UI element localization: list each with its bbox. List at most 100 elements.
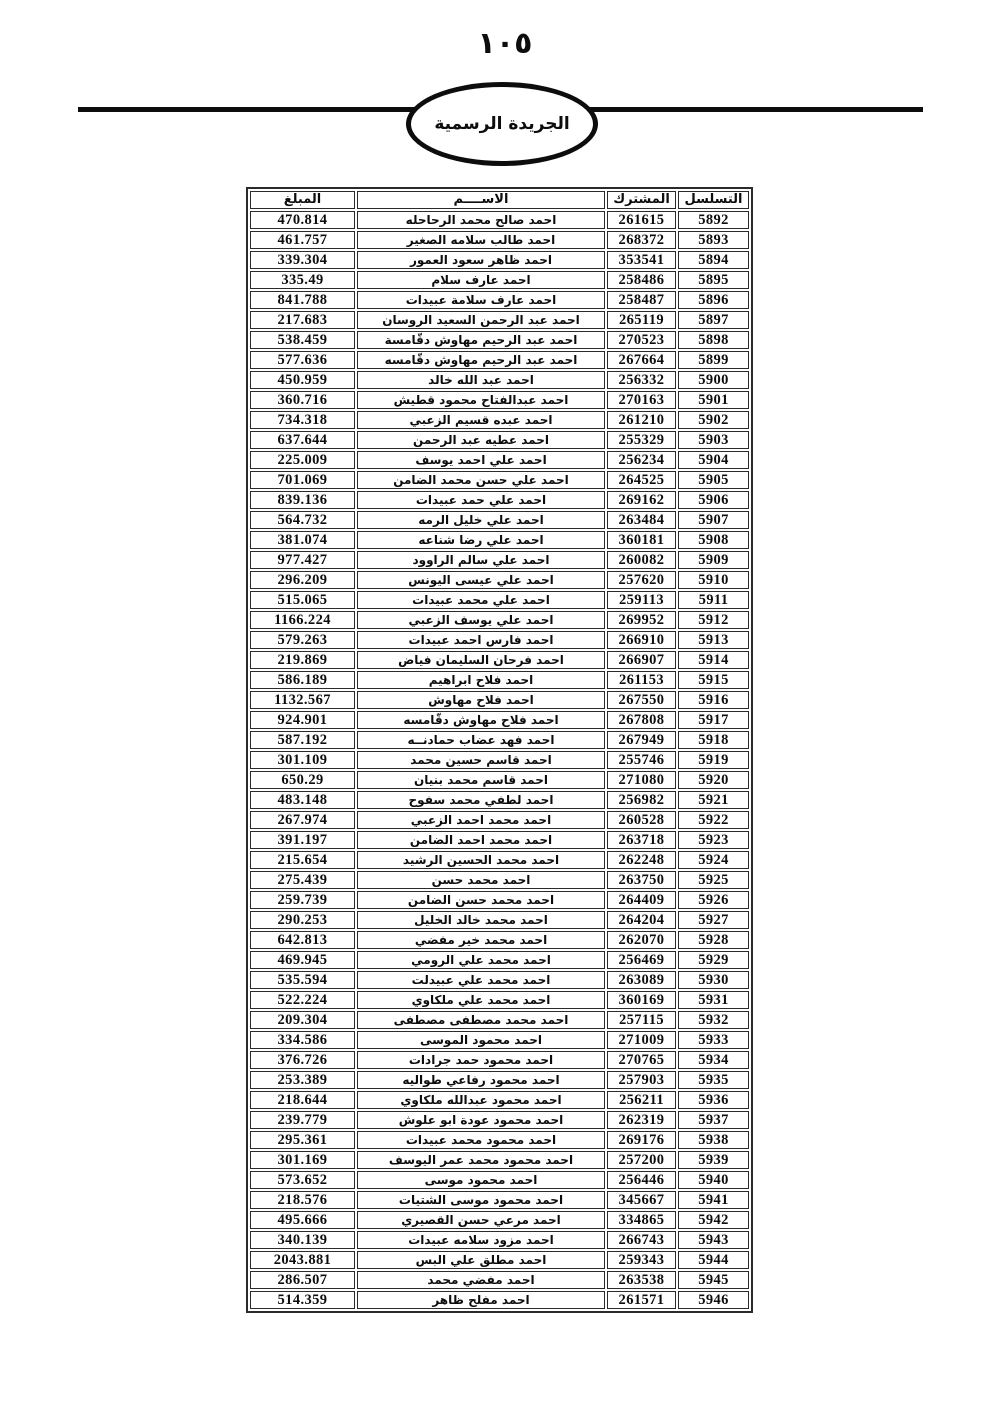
amount-cell: 573.652 (250, 1171, 355, 1189)
subscriber-cell: 266907 (607, 651, 676, 669)
serial-cell: 5945 (678, 1271, 749, 1289)
subscriber-cell: 264204 (607, 911, 676, 929)
amount-cell: 586.189 (250, 671, 355, 689)
amount-cell: 535.594 (250, 971, 355, 989)
amount-cell: 381.074 (250, 531, 355, 549)
subscriber-cell: 267808 (607, 711, 676, 729)
table-row: 5922 260528 احمد محمد احمد الزعبي 267.974 (250, 811, 749, 829)
table-row: 5900 256332 احمد عبد الله خالد 450.959 (250, 371, 749, 389)
table-row: 5911 259113 احمد علي محمد عبيدات 515.065 (250, 591, 749, 609)
amount-cell: 469.945 (250, 951, 355, 969)
amount-cell: 461.757 (250, 231, 355, 249)
name-cell: احمد مفضي محمد (357, 1271, 605, 1289)
amount-cell: 225.009 (250, 451, 355, 469)
serial-cell: 5925 (678, 871, 749, 889)
name-cell: احمد مزود سلامه عبيدات (357, 1231, 605, 1249)
name-cell: احمد محمود حمد جرادات (357, 1051, 605, 1069)
subscriber-cell: 267664 (607, 351, 676, 369)
serial-cell: 5926 (678, 891, 749, 909)
table-row: 5931 360169 احمد محمد علي ملكاوي 522.224 (250, 991, 749, 1009)
subscriber-cell: 264525 (607, 471, 676, 489)
subscriber-cell: 269176 (607, 1131, 676, 1149)
table-row: 5940 256446 احمد محمود موسى 573.652 (250, 1171, 749, 1189)
table-row: 5914 266907 احمد فرحان السليمان فياض 219.86… (250, 651, 749, 669)
table-row: 5926 264409 احمد محمد حسن الضامن 259.739 (250, 891, 749, 909)
name-cell: احمد محمد علي الرومي (357, 951, 605, 969)
amount-cell: 1132.567 (250, 691, 355, 709)
name-cell: احمد علي محمد عبيدات (357, 591, 605, 609)
subscriber-cell: 266743 (607, 1231, 676, 1249)
amount-cell: 295.361 (250, 1131, 355, 1149)
table-row: 5930 263089 احمد محمد علي عبيدلت 535.594 (250, 971, 749, 989)
table-row: 5893 268372 احمد طالب سلامه الصغير 461.757 (250, 231, 749, 249)
table-row: 5920 271080 احمد قاسم محمد بنيان 650.29 (250, 771, 749, 789)
serial-cell: 5910 (678, 571, 749, 589)
subscriber-cell: 262248 (607, 851, 676, 869)
amount-cell: 391.197 (250, 831, 355, 849)
name-cell: احمد محمود محمد عبيدات (357, 1131, 605, 1149)
serial-cell: 5931 (678, 991, 749, 1009)
amount-cell: 701.069 (250, 471, 355, 489)
table-row: 5927 264204 احمد محمد خالد الخليل 290.253 (250, 911, 749, 929)
amount-cell: 209.304 (250, 1011, 355, 1029)
name-cell: احمد علي حسن محمد الضامن (357, 471, 605, 489)
subscriber-cell: 263750 (607, 871, 676, 889)
subscriber-cell: 256446 (607, 1171, 676, 1189)
subscriber-cell: 265119 (607, 311, 676, 329)
serial-cell: 5929 (678, 951, 749, 969)
table-row: 5913 266910 احمد فارس احمد عبيدات 579.263 (250, 631, 749, 649)
serial-cell: 5942 (678, 1211, 749, 1229)
serial-cell: 5933 (678, 1031, 749, 1049)
table-row: 5898 270523 احمد عبد الرحيم مهاوش دقّامسة 5… (250, 331, 749, 349)
subscriber-cell: 261153 (607, 671, 676, 689)
table-row: 5919 255746 احمد قاسم حسين محمد 301.109 (250, 751, 749, 769)
name-cell: احمد محمد علي عبيدلت (357, 971, 605, 989)
serial-cell: 5901 (678, 391, 749, 409)
serial-cell: 5935 (678, 1071, 749, 1089)
amount-cell: 275.439 (250, 871, 355, 889)
subscriber-cell: 360169 (607, 991, 676, 1009)
serial-cell: 5922 (678, 811, 749, 829)
subscriber-cell: 256234 (607, 451, 676, 469)
name-cell: احمد علي يوسف الزعبي (357, 611, 605, 629)
name-cell: احمد محمد الحسين الرشيد (357, 851, 605, 869)
table-row: 5929 256469 احمد محمد علي الرومي 469.945 (250, 951, 749, 969)
amount-cell: 450.959 (250, 371, 355, 389)
subscriber-cell: 262070 (607, 931, 676, 949)
name-cell: احمد عارف سلامة عبيدات (357, 291, 605, 309)
serial-cell: 5903 (678, 431, 749, 449)
subscriber-cell: 268372 (607, 231, 676, 249)
name-cell: احمد محمد علي ملكاوي (357, 991, 605, 1009)
table-row: 5899 267664 احمد عبد الرحيم مهاوش دقّامسه 5… (250, 351, 749, 369)
name-cell: احمد فلاح مهاوش (357, 691, 605, 709)
table-row: 5912 269952 احمد علي يوسف الزعبي 1166.224 (250, 611, 749, 629)
subscriber-cell: 257903 (607, 1071, 676, 1089)
table-row: 5918 267949 احمد فهد عضاب حمادنــه 587.192 (250, 731, 749, 749)
amount-cell: 301.109 (250, 751, 355, 769)
serial-cell: 5921 (678, 791, 749, 809)
serial-cell: 5908 (678, 531, 749, 549)
subscriber-cell: 270163 (607, 391, 676, 409)
amount-cell: 514.359 (250, 1291, 355, 1309)
subscriber-cell: 263089 (607, 971, 676, 989)
subscriber-cell: 261210 (607, 411, 676, 429)
records-table: التسلسل المشترك الاســــم المبلغ 5892 261… (246, 187, 753, 1313)
serial-cell: 5914 (678, 651, 749, 669)
subscriber-cell: 258486 (607, 271, 676, 289)
amount-cell: 296.209 (250, 571, 355, 589)
serial-cell: 5943 (678, 1231, 749, 1249)
subscriber-cell: 255746 (607, 751, 676, 769)
name-cell: احمد محمد احمد الزعبي (357, 811, 605, 829)
subscriber-cell: 256211 (607, 1091, 676, 1109)
name-cell: احمد محمد مصطفى مصطفى (357, 1011, 605, 1029)
serial-cell: 5915 (678, 671, 749, 689)
name-cell: احمد محمد حسن (357, 871, 605, 889)
table-row: 5935 257903 احمد محمود رفاعي طواليه 253.389 (250, 1071, 749, 1089)
serial-cell: 5927 (678, 911, 749, 929)
name-cell: احمد علي احمد يوسف (357, 451, 605, 469)
subscriber-cell: 360181 (607, 531, 676, 549)
amount-cell: 259.739 (250, 891, 355, 909)
subscriber-cell: 353541 (607, 251, 676, 269)
subscriber-cell: 264409 (607, 891, 676, 909)
serial-cell: 5932 (678, 1011, 749, 1029)
